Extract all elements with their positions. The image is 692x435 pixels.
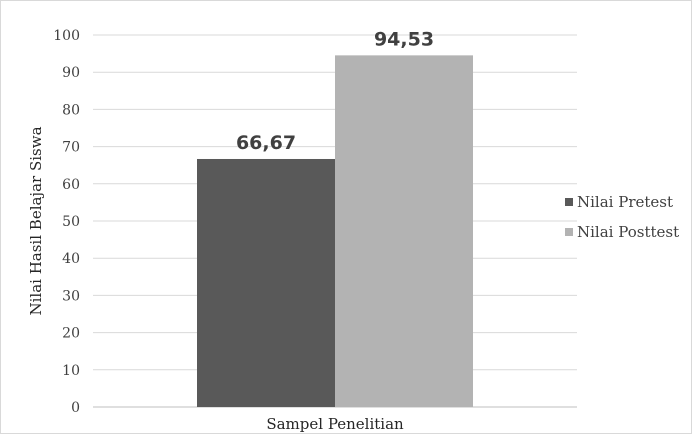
legend-label-1: Nilai Pretest (577, 193, 673, 211)
legend-label-2: Nilai Posttest (577, 223, 679, 241)
bar-1 (197, 158, 335, 407)
y-axis-title: Nilai Hasil Belajar Siswa (27, 126, 45, 315)
data-label-1: 66,67 (236, 132, 296, 154)
legend-swatch-2 (565, 228, 573, 236)
data-labels: 66,67 94,53 (236, 28, 434, 154)
legend-swatch-1 (565, 198, 573, 206)
bars (197, 55, 473, 408)
legend: Nilai Pretest Nilai Posttest (565, 193, 679, 241)
y-tick-label: 60 (62, 177, 80, 193)
y-tick-label: 90 (62, 65, 80, 81)
y-tick-label: 30 (62, 288, 80, 304)
y-tick-label: 10 (62, 363, 80, 379)
y-tick-label: 70 (62, 140, 80, 156)
x-axis-title: Sampel Penelitian (266, 415, 404, 433)
y-tick-label: 0 (71, 400, 80, 416)
bar-2 (335, 55, 473, 408)
y-tick-label: 20 (62, 326, 80, 342)
y-tick-label: 80 (62, 102, 80, 118)
y-tick-label: 40 (62, 251, 80, 267)
y-tick-label: 50 (62, 214, 80, 230)
y-axis-ticks: 0 10 20 30 40 50 60 70 80 90 100 (53, 28, 80, 416)
y-tick-label: 100 (53, 28, 80, 44)
data-label-2: 94,53 (374, 28, 434, 50)
